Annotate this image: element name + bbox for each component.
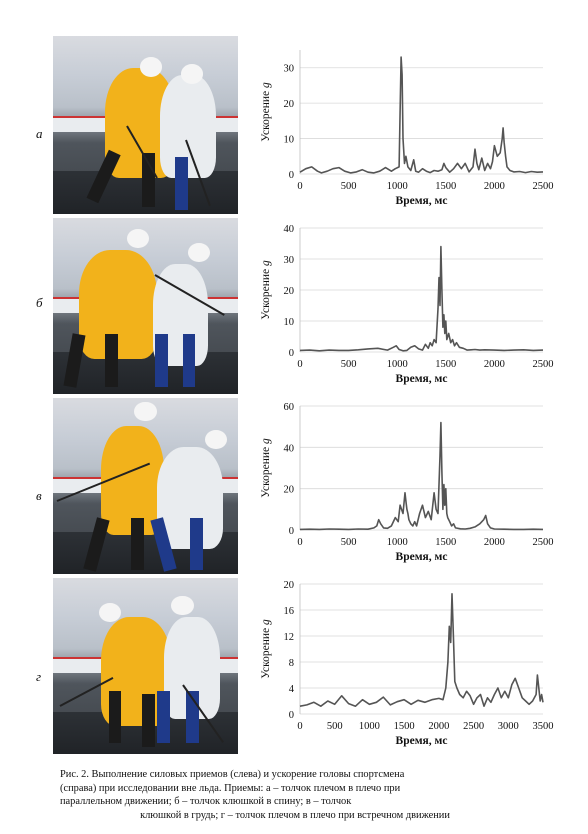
y-tick-label: 60 (284, 402, 295, 413)
x-tick-label: 3500 (533, 721, 554, 732)
y-tick-label: 12 (284, 632, 295, 643)
x-axis-label: Время, мс (396, 373, 448, 385)
accel-chart-b: 0 10 20 30 40 0 500 1000 1500 2000 2500 Время, мс Ус… (260, 224, 554, 385)
y-tick-label: 4 (289, 684, 295, 695)
x-tick-label: 1000 (387, 537, 408, 548)
x-tick-label: 1000 (387, 181, 408, 192)
x-tick-label: 2000 (484, 359, 505, 370)
caption-line-2: (справа) при исследовании вне льда. Прие… (60, 782, 401, 794)
x-tick-label: 500 (341, 537, 357, 548)
x-axis-label: Время, мс (396, 195, 448, 207)
x-tick-label: 2500 (463, 721, 484, 732)
y-tick-label: 40 (284, 443, 295, 454)
y-tick-label: 0 (289, 170, 294, 181)
row-letter-g: г (36, 669, 42, 684)
x-tick-label: 0 (297, 537, 302, 548)
x-tick-label: 3000 (498, 721, 519, 732)
accel-chart-g: 0 4 8 12 16 20 0 500 1000 1500 2000 2500 3000 3500 Вре… (260, 580, 554, 747)
x-tick-label: 500 (341, 359, 357, 370)
y-tick-label: 0 (289, 348, 294, 359)
x-tick-label: 0 (297, 181, 302, 192)
y-tick-label: 20 (284, 580, 295, 591)
y-tick-label: 20 (284, 286, 295, 297)
y-axis-label: Ускорение g (260, 82, 272, 142)
x-tick-label: 1500 (435, 359, 456, 370)
x-tick-label: 0 (297, 359, 302, 370)
x-tick-label: 2000 (428, 721, 449, 732)
accel-chart-a: 0 10 20 30 0 500 1000 1500 2000 2500 Время, мс Уско… (260, 50, 554, 207)
series-line (299, 592, 544, 707)
y-tick-label: 10 (284, 135, 295, 146)
photo-shoulder-oncoming (53, 578, 238, 754)
photo-stick-push-chest (53, 398, 238, 574)
x-tick-label: 2500 (533, 181, 554, 192)
y-tick-label: 0 (289, 526, 294, 537)
caption-line-1: Рис. 2. Выполнение силовых приемов (слев… (60, 769, 405, 780)
caption-line-4: клюшкой в грудь; г – толчок плечом в пле… (140, 809, 450, 821)
x-tick-label: 2500 (533, 359, 554, 370)
x-tick-label: 1000 (387, 359, 408, 370)
x-tick-label: 2500 (533, 537, 554, 548)
row-letter-b: б (36, 295, 43, 310)
x-tick-label: 1500 (435, 537, 456, 548)
x-tick-label: 1500 (435, 181, 456, 192)
x-tick-label: 500 (341, 181, 357, 192)
series-line (299, 421, 544, 531)
row-letter-a: а (36, 126, 43, 141)
y-tick-label: 20 (284, 99, 295, 110)
x-tick-label: 2000 (484, 181, 505, 192)
y-tick-label: 30 (284, 255, 295, 266)
x-axis-label: Время, мс (396, 551, 448, 563)
y-tick-label: 0 (289, 710, 294, 721)
series-line (299, 245, 544, 352)
accel-chart-v: 0 20 40 60 0 500 1000 1500 2000 2500 Время, мс Уско… (260, 402, 554, 563)
row-letter-v: в (36, 488, 42, 503)
figure-caption: Рис. 2. Выполнение силовых приемов (слев… (60, 768, 530, 822)
x-axis-label: Время, мс (396, 735, 448, 747)
y-axis-label: Ускорение g (260, 438, 272, 498)
y-axis-label: Ускорение g (260, 260, 272, 320)
y-tick-label: 30 (284, 64, 295, 75)
y-tick-label: 20 (284, 485, 295, 496)
x-tick-label: 2000 (484, 537, 505, 548)
photo-shoulder-parallel (53, 36, 238, 214)
x-tick-label: 0 (297, 721, 302, 732)
series-line (299, 56, 544, 174)
photo-stick-push-back (53, 218, 238, 394)
y-tick-label: 10 (284, 317, 295, 328)
caption-line-3: параллельном движении; б – толчок клюшко… (60, 796, 352, 808)
x-tick-label: 500 (327, 721, 343, 732)
y-tick-label: 16 (284, 606, 295, 617)
y-tick-label: 8 (289, 658, 294, 669)
y-axis-label: Ускорение g (260, 619, 272, 679)
y-tick-label: 40 (284, 224, 295, 235)
x-tick-label: 1000 (359, 721, 380, 732)
x-tick-label: 1500 (394, 721, 415, 732)
